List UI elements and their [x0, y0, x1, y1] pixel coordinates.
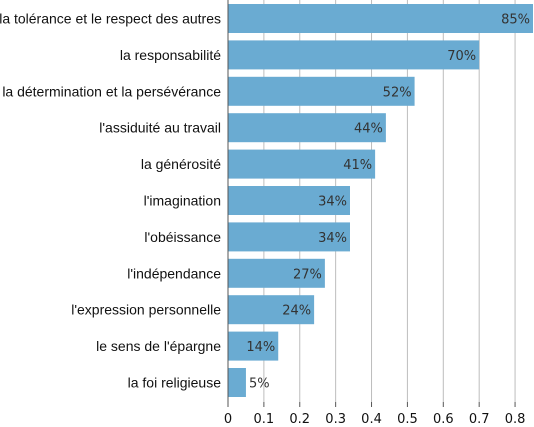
data-label: 5%: [249, 377, 270, 392]
data-label: 27%: [293, 267, 322, 282]
category-label: l'obéissance: [144, 229, 221, 245]
x-tick-label: 0.5: [397, 412, 418, 427]
x-tick-label: 0.1: [254, 412, 275, 427]
x-tick-label: 0.7: [469, 412, 490, 427]
data-label: 52%: [383, 85, 412, 100]
category-label: la responsabilité: [120, 47, 221, 63]
data-label: 85%: [501, 13, 530, 28]
data-label: 24%: [282, 304, 311, 319]
category-label: la foi religieuse: [128, 375, 222, 391]
data-label: 70%: [447, 49, 476, 64]
x-axis-ticks: 0 0.1 0.2 0.3 0.4 0.5 0.6 0.7 0.8: [224, 412, 526, 427]
category-label: la tolérance et le respect des autres: [0, 11, 221, 27]
bar: [228, 295, 315, 325]
x-tick-label: 0.6: [433, 412, 454, 427]
bars: [228, 4, 533, 397]
bar: [228, 113, 386, 143]
category-labels: la tolérance et le respect des autres la …: [0, 11, 221, 391]
bar: [228, 368, 246, 397]
data-labels: 85% 70% 52% 44% 41% 34% 34% 27% 24% 14% 5%: [246, 13, 530, 392]
category-label: l'indépendance: [127, 265, 221, 281]
category-label: la détermination et la persévérance: [2, 83, 221, 99]
data-label: 44%: [354, 122, 383, 137]
data-label: 41%: [343, 158, 372, 173]
bar: [228, 149, 376, 179]
category-label: la générosité: [141, 156, 221, 172]
data-label: 14%: [246, 340, 275, 355]
data-label: 34%: [318, 195, 347, 210]
category-label: le sens de l'épargne: [96, 338, 221, 354]
category-label: l'expression personnelle: [71, 302, 221, 318]
x-tick-label: 0.2: [289, 412, 310, 427]
bar: [228, 4, 533, 33]
x-tick-label: 0.8: [505, 412, 526, 427]
bar: [228, 258, 325, 288]
x-tick-label: 0.4: [361, 412, 382, 427]
bar: [228, 331, 279, 361]
category-label: l'assiduité au travail: [99, 120, 221, 136]
x-tick-label: 0.3: [325, 412, 346, 427]
data-label: 34%: [318, 231, 347, 246]
x-tick-label: 0: [224, 412, 232, 427]
bar: [228, 76, 415, 106]
bar: [228, 222, 350, 252]
bar: [228, 186, 350, 215]
category-label: l'imagination: [144, 193, 221, 209]
bar: [228, 40, 480, 70]
